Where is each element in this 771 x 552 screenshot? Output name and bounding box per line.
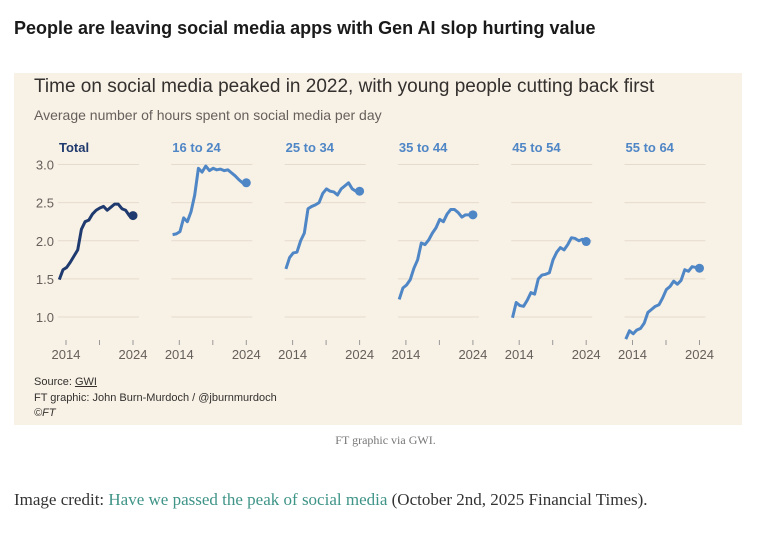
x-tick-label: 2014 (505, 347, 534, 362)
x-tick-label: 2014 (165, 347, 194, 362)
x-tick-label: 2024 (119, 347, 148, 362)
panel-title: 35 to 44 (399, 140, 448, 155)
x-tick-label: 2024 (232, 347, 261, 362)
source-link[interactable]: GWI (74, 376, 97, 388)
credit-prefix: Image credit: (14, 490, 109, 509)
series-line (624, 265, 700, 340)
chart-card (14, 73, 742, 425)
series-end-dot (355, 186, 365, 196)
image-credit: Image credit: Have we passed the peak of… (14, 486, 734, 513)
post-heading: People are leaving social media apps wit… (14, 18, 596, 38)
panel-title: Total (59, 140, 89, 155)
x-tick-label: 2024 (345, 347, 374, 362)
x-tick-label: 2014 (618, 347, 647, 362)
x-tick-label: 2014 (391, 347, 420, 362)
series-end-dot (128, 211, 138, 221)
chart-subtitle: Average number of hours spent on social … (34, 107, 382, 123)
x-tick-label: 2014 (278, 347, 307, 362)
graphic-credit: FT graphic: John Burn-Murdoch / @jburnmu… (34, 392, 277, 404)
y-tick-label: 1.0 (36, 310, 54, 325)
credit-suffix: (October 2nd, 2025 Financial Times). (387, 490, 648, 509)
article-link[interactable]: Have we passed the peak of social media (108, 490, 388, 509)
copyright: ©FT (34, 407, 56, 419)
y-tick-label: 2.0 (36, 234, 54, 249)
series-end-dot (241, 178, 251, 188)
series-line (511, 236, 587, 319)
series-end-dot (468, 210, 478, 220)
x-tick-label: 2024 (685, 347, 714, 362)
x-tick-label: 2024 (572, 347, 601, 362)
series-line (284, 181, 360, 270)
y-tick-label: 3.0 (36, 158, 54, 173)
series-line (57, 202, 133, 281)
x-tick-label: 2024 (458, 347, 487, 362)
panel-title: 45 to 54 (512, 140, 561, 155)
panel-title: 16 to 24 (172, 140, 221, 155)
y-tick-label: 1.5 (36, 272, 54, 287)
panel-title: 25 to 34 (286, 140, 335, 155)
y-tick-label: 2.5 (36, 196, 54, 211)
series-line (397, 207, 473, 300)
series-line (172, 164, 247, 237)
image-caption: FT graphic via GWI. (335, 433, 436, 447)
chart-title: Time on social media peaked in 2022, wit… (34, 76, 655, 97)
panel-title: 55 to 64 (626, 140, 675, 155)
x-tick-label: 2014 (52, 347, 81, 362)
chart-source: Source: GWI (34, 376, 97, 388)
source-label: Source: (34, 376, 75, 388)
series-end-dot (581, 237, 591, 247)
series-end-dot (695, 263, 704, 273)
